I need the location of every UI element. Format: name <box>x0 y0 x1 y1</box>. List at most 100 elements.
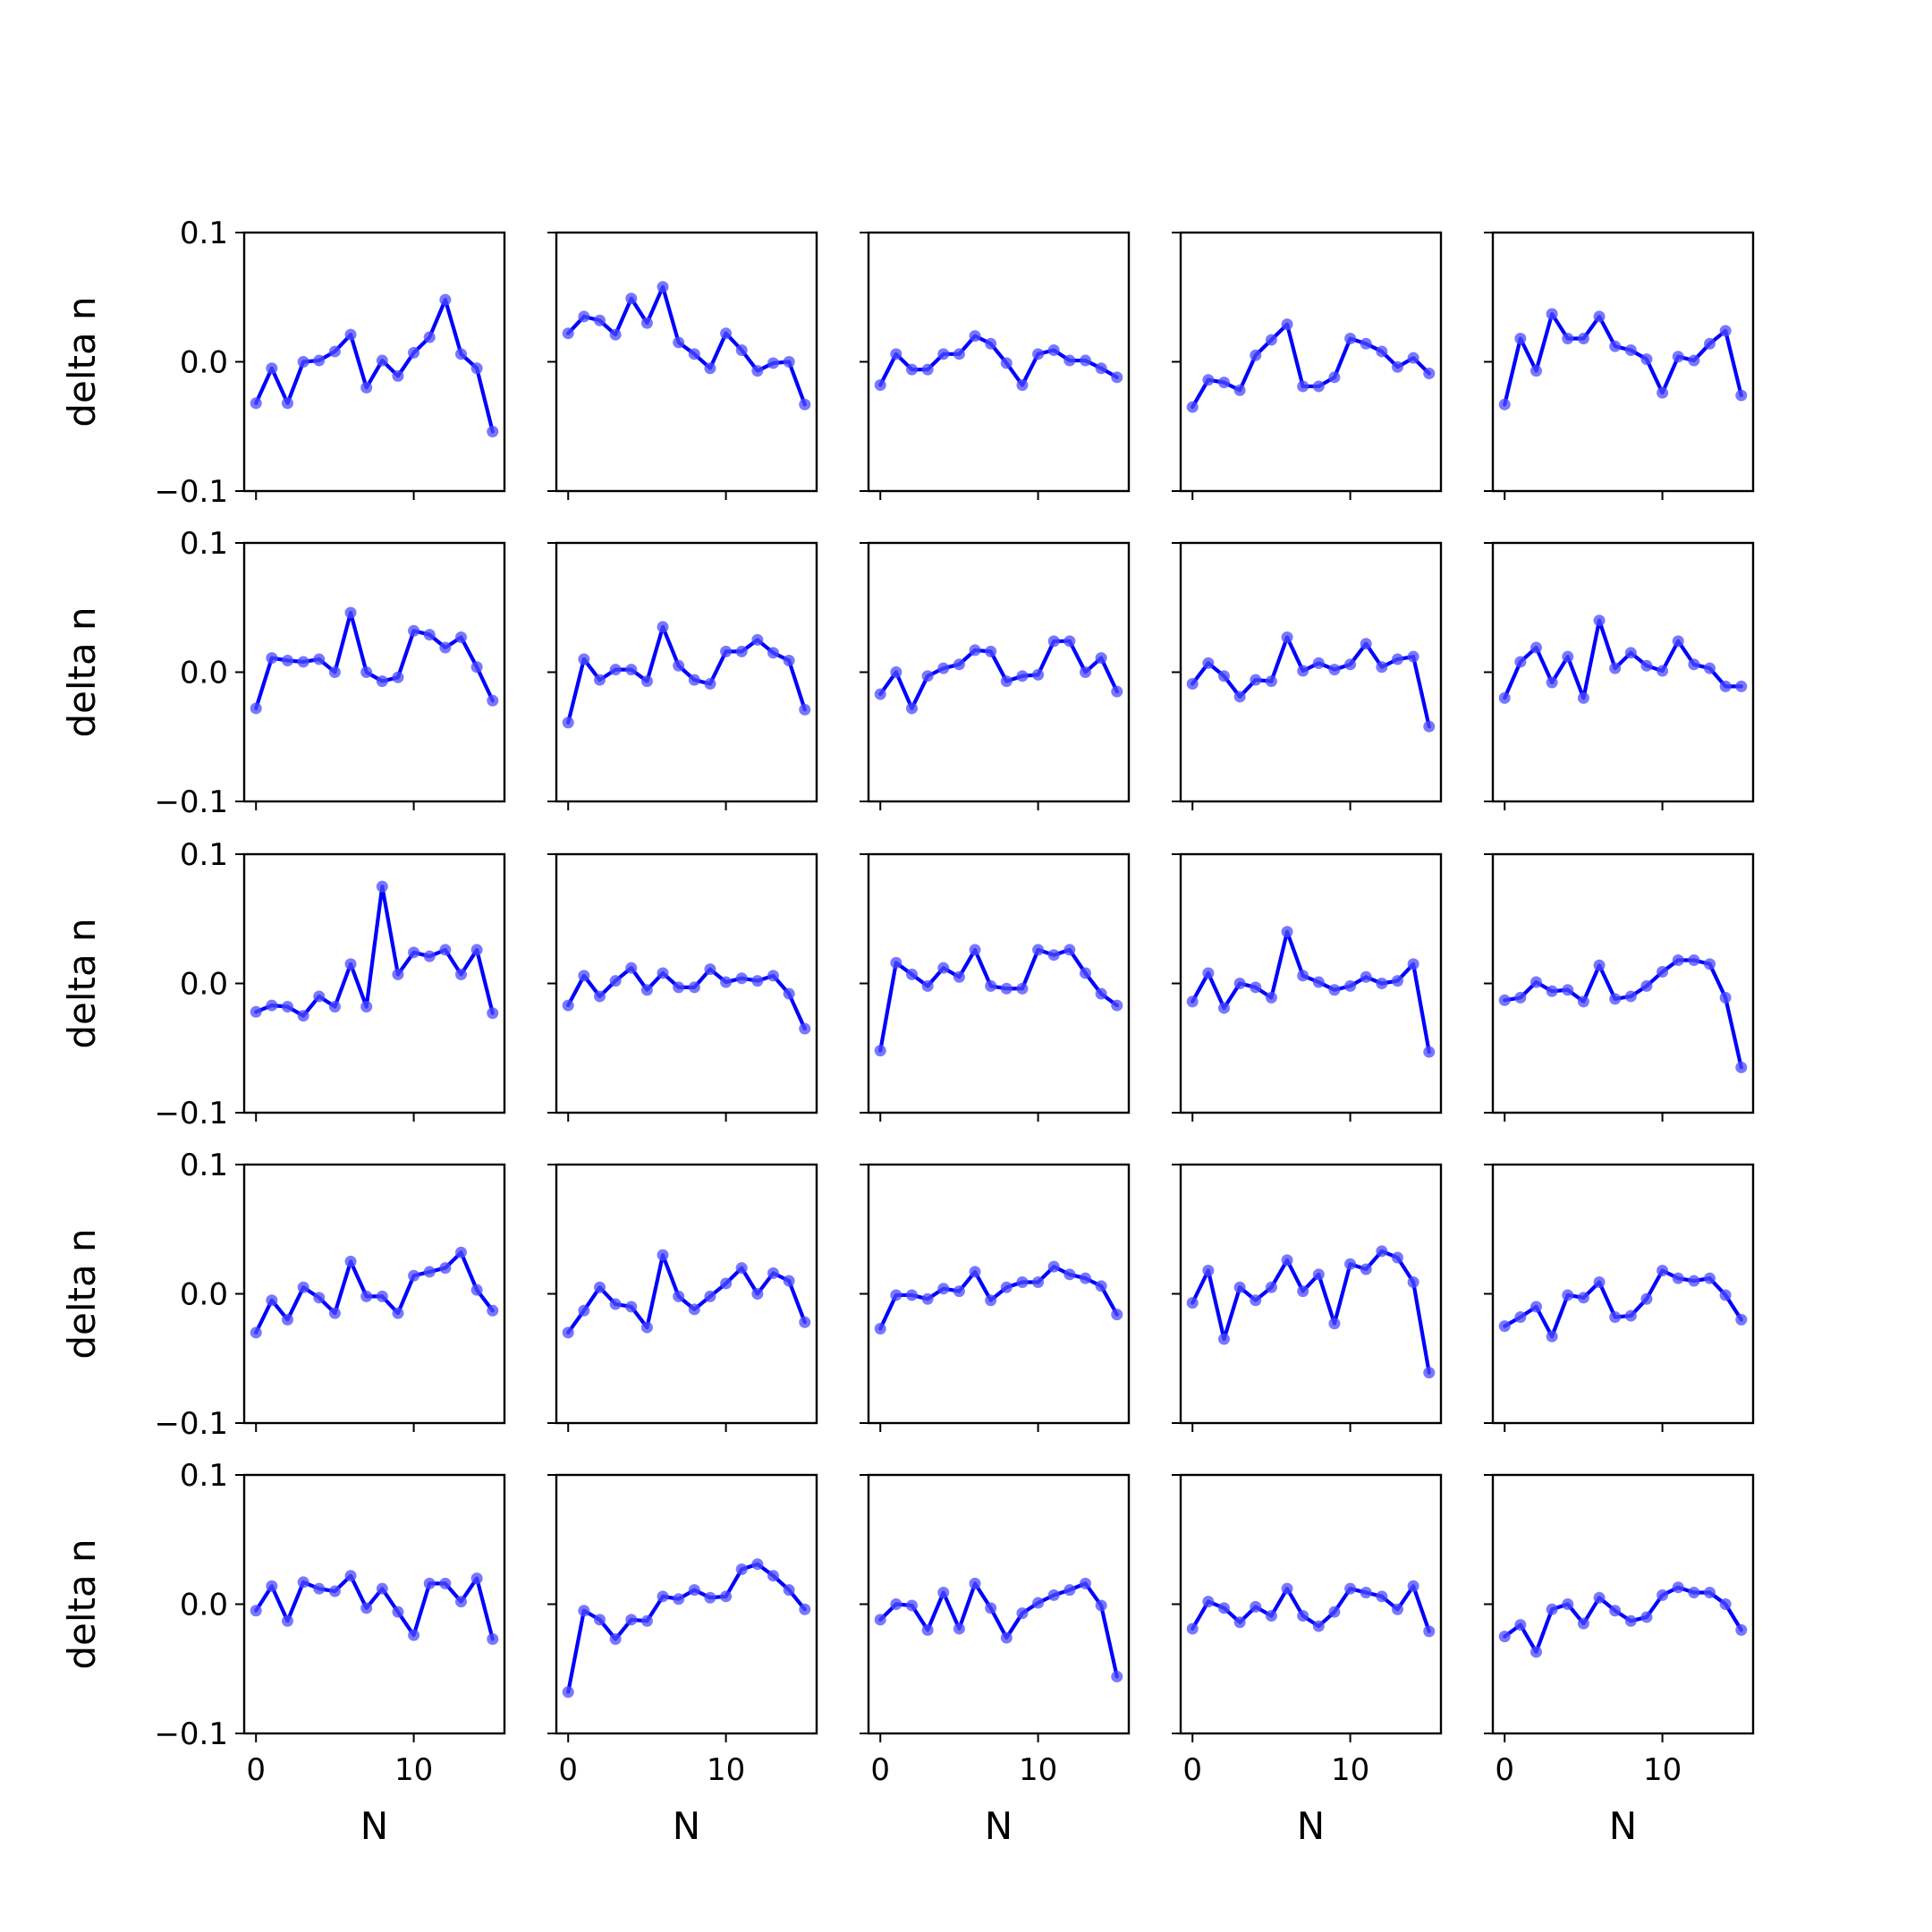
series-line <box>254 885 495 1018</box>
data-point <box>735 1563 748 1575</box>
data-point <box>640 675 653 688</box>
data-point <box>578 310 590 323</box>
data-point <box>266 1580 278 1592</box>
data-point <box>799 1603 811 1615</box>
data-point <box>344 958 357 970</box>
data-point <box>578 1605 590 1617</box>
data-point <box>751 365 764 377</box>
y-tick-label: 0.0 <box>180 1588 228 1623</box>
data-point <box>1218 377 1230 389</box>
data-point <box>376 354 388 367</box>
data-point <box>1657 966 1669 978</box>
data-point <box>376 1582 388 1595</box>
data-point <box>1657 1589 1669 1601</box>
data-point <box>455 1246 467 1258</box>
series-line <box>878 947 1119 1053</box>
data-point <box>1407 352 1419 364</box>
data-point <box>470 661 483 674</box>
data-point <box>921 1292 934 1305</box>
data-point <box>735 972 748 985</box>
data-point <box>1688 354 1700 367</box>
data-point <box>735 344 748 356</box>
data-point <box>1735 1061 1748 1073</box>
data-point <box>1530 365 1542 377</box>
data-point <box>1312 1620 1325 1632</box>
data-point <box>985 1294 997 1307</box>
data-point <box>1047 1589 1060 1601</box>
data-point <box>985 1602 997 1614</box>
data-point <box>594 1281 606 1293</box>
data-point <box>1233 384 1246 396</box>
data-point <box>360 1602 373 1614</box>
x-tick-label: 0 <box>1495 1752 1514 1788</box>
data-point <box>1514 991 1527 1004</box>
data-point <box>1265 1610 1277 1623</box>
data-point <box>1688 1587 1700 1598</box>
data-point <box>470 1284 483 1296</box>
subplot-r2-c1: −0.1 0.0 0.1 delta n <box>60 526 506 820</box>
data-point <box>1063 944 1076 956</box>
data-point <box>1111 685 1123 698</box>
data-point <box>1407 1276 1419 1288</box>
data-point <box>392 968 404 980</box>
data-point <box>562 1326 574 1339</box>
subplot-r4-c4 <box>1172 1163 1443 1432</box>
data-point <box>704 678 716 690</box>
subplot-r4-c1: −0.1 0.0 0.1 delta n <box>60 1148 506 1442</box>
data-point <box>1047 949 1060 962</box>
data-point <box>1672 1272 1684 1284</box>
data-point <box>1095 1280 1107 1292</box>
data-point <box>1514 1619 1527 1631</box>
y-tick-label: 0.1 <box>180 837 228 873</box>
series-line <box>1191 1584 1431 1633</box>
data-point <box>1202 1264 1215 1276</box>
y-tick-label: −0.1 <box>154 1096 228 1131</box>
data-point <box>1498 994 1511 1006</box>
data-point <box>1514 332 1527 344</box>
data-point <box>921 1623 934 1636</box>
data-point <box>439 293 452 306</box>
data-point <box>1735 680 1748 692</box>
data-point <box>487 694 499 707</box>
y-tick-label: −0.1 <box>154 784 228 820</box>
series-line <box>566 1253 807 1335</box>
x-tick-label: 0 <box>870 1752 890 1788</box>
data-point <box>578 1304 590 1317</box>
data-point <box>1111 999 1123 1012</box>
data-point <box>1376 345 1388 358</box>
data-point <box>906 363 918 376</box>
y-tick-label: 0.0 <box>180 967 228 1003</box>
data-point <box>1704 1587 1716 1598</box>
data-point <box>783 356 795 368</box>
data-point <box>704 1591 716 1604</box>
data-point <box>1672 1581 1684 1594</box>
data-point <box>1593 310 1606 323</box>
data-point <box>250 397 262 410</box>
data-point <box>1233 691 1246 703</box>
data-point <box>1297 665 1309 677</box>
data-point <box>1000 357 1013 369</box>
data-point <box>1344 332 1357 344</box>
data-point <box>657 1590 669 1603</box>
series-line <box>566 284 807 407</box>
subplot-r5-c3: 0 10N <box>860 1473 1131 1848</box>
data-point <box>1376 661 1388 674</box>
data-point <box>423 1266 436 1278</box>
data-point <box>688 348 700 360</box>
data-point <box>799 1022 811 1035</box>
data-point <box>344 606 357 619</box>
subplot-r5-c2: 0 10N <box>547 1473 818 1848</box>
series-line <box>1191 635 1431 729</box>
data-point <box>1392 975 1403 987</box>
data-point <box>423 629 436 641</box>
data-point <box>266 362 278 375</box>
data-point <box>1672 953 1684 966</box>
data-point <box>578 970 590 982</box>
subplot-r4-c3 <box>860 1163 1131 1432</box>
data-point <box>1032 1276 1045 1288</box>
data-point <box>1095 652 1107 665</box>
data-point <box>985 979 997 992</box>
data-point <box>1328 1318 1341 1330</box>
data-point <box>1657 1264 1669 1276</box>
data-point <box>1407 1580 1419 1592</box>
